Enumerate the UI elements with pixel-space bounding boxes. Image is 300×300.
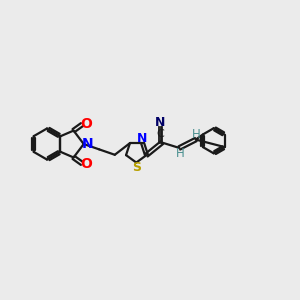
Text: N: N	[155, 116, 166, 129]
Text: C: C	[156, 129, 164, 139]
Text: H: H	[192, 128, 201, 141]
Text: S: S	[132, 160, 141, 173]
Text: O: O	[80, 157, 92, 171]
Text: N: N	[82, 137, 93, 151]
Text: N: N	[137, 132, 147, 146]
Text: H: H	[176, 146, 184, 160]
Text: O: O	[80, 117, 92, 131]
